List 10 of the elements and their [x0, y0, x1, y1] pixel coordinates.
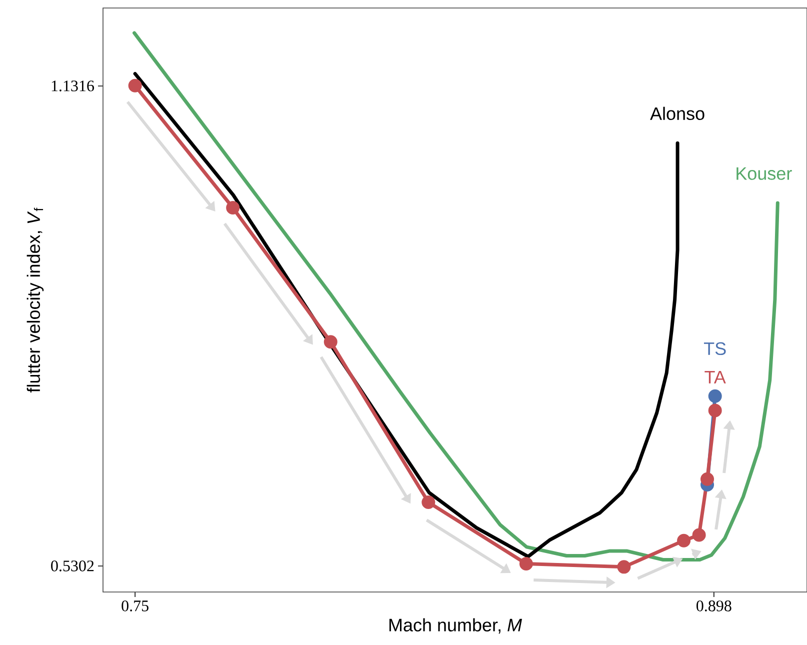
series-label: Alonso [650, 106, 704, 120]
x-tick-label: 0.898 [696, 600, 732, 612]
y-axis-title: flutter velocity index, V$_{f}$ [26, 208, 44, 392]
series-label: TA [704, 371, 726, 384]
y-tick-label: 1.1316 [52, 80, 94, 92]
series-label: Kouser [736, 167, 792, 180]
y-tick-label: 0.5302 [51, 560, 94, 572]
x-axis-title: Mach number, M [389, 618, 522, 634]
text: TS [704, 342, 726, 356]
x-tick-label: 0.75 [122, 600, 148, 612]
